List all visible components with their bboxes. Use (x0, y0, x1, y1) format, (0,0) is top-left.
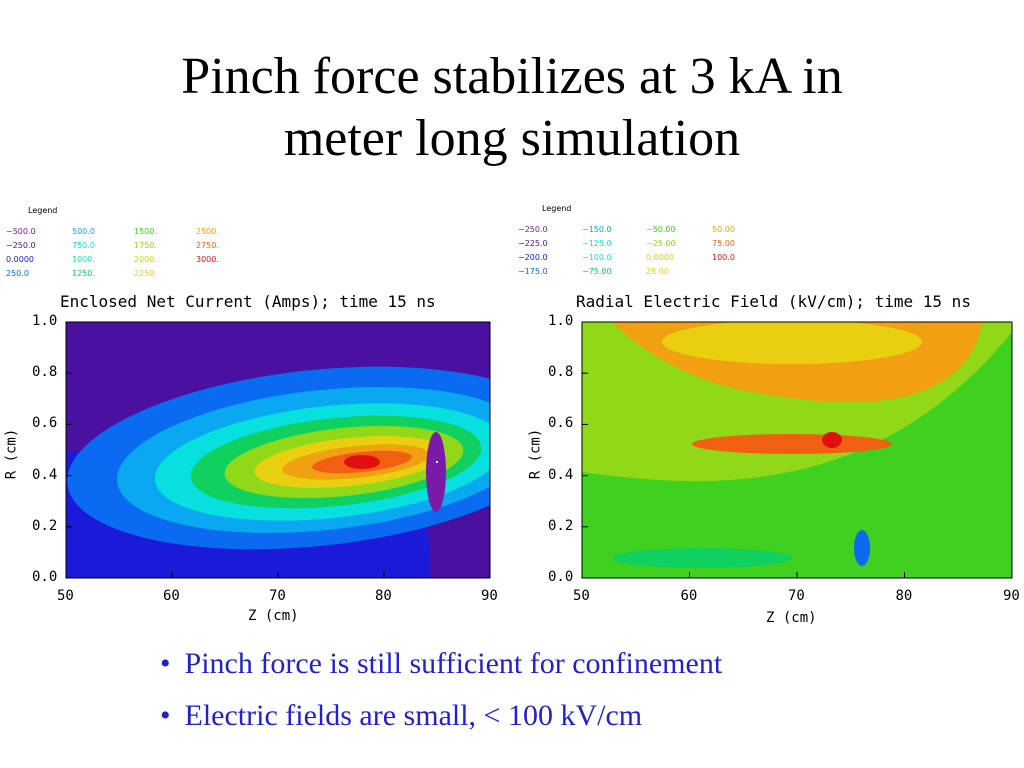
legend-item: 3000. (196, 255, 219, 264)
x-tick-label: 90 (1003, 588, 1020, 604)
legend-item: 1750. (134, 241, 157, 250)
y-tick-label: 0.4 (32, 466, 58, 483)
legend-item: −50.00 (646, 225, 676, 234)
x-tick-label: 80 (895, 588, 913, 604)
contour-level (854, 530, 870, 566)
contour-plot (581, 321, 1013, 579)
legend-item: −200.0 (518, 253, 548, 262)
legend-item: 250.0 (6, 269, 29, 278)
legend-title: Legend (28, 206, 58, 215)
legend-item: 1250. (72, 269, 95, 278)
legend-item: 2750. (196, 241, 219, 250)
y-tick-label: 0.6 (32, 415, 58, 432)
current-contour-panel: Legend −500.0 −250.0 0.0000 250.0 500.0 750.0… (0, 200, 510, 630)
legend-item: 1000. (72, 255, 95, 264)
plot-title: Enclosed Net Current (Amps); time 15 ns (60, 292, 436, 311)
slide-title-line-1: Pinch force stabilizes at 3 kA in (181, 48, 843, 105)
y-tick-label: 0.8 (32, 364, 58, 381)
legend-item: 2000. (134, 255, 157, 264)
legend-item: 25.00 (646, 267, 669, 276)
y-tick-label: 0.0 (32, 569, 58, 585)
legend-item: −175.0 (518, 267, 548, 276)
legend-item: −250.0 (6, 241, 36, 250)
y-tick-label: 0.0 (548, 569, 574, 585)
y-tick-label: 0.4 (548, 466, 574, 483)
contour-field (582, 322, 1012, 578)
contour-level (692, 434, 892, 454)
legend-item: −250.0 (518, 225, 548, 234)
slide-title: Pinch force stabilizes at 3 kA in meter … (0, 46, 1024, 170)
contour-level (612, 548, 792, 568)
bullet-text: Pinch force is still sufficient for conf… (184, 647, 723, 680)
contour-level (436, 461, 438, 463)
contour-level (822, 432, 842, 448)
contour-level (344, 455, 380, 469)
legend-item: 0.0000 (6, 255, 34, 264)
bullet-dot-icon: • (160, 699, 171, 732)
x-tick-label: 60 (680, 588, 698, 604)
y-tick-label: 0.6 (548, 415, 574, 432)
legend-item: 2250. (134, 269, 157, 278)
efield-contour-panel: Legend −250.0 −225.0 −200.0 −175.0 −150.0 −12… (512, 200, 1024, 630)
legend-item: −75.00 (582, 267, 612, 276)
plot-title: Radial Electric Field (kV/cm); time 15 n… (576, 292, 971, 311)
slide-title-line-2: meter long simulation (283, 110, 741, 167)
x-tick-label: 70 (788, 588, 805, 604)
bullet-text: Electric fields are small, < 100 kV/cm (184, 699, 643, 732)
x-tick-label: 90 (481, 588, 498, 604)
y-tick-label: 0.2 (548, 517, 574, 534)
bullet-item: • Electric fields are small, < 100 kV/cm (160, 694, 722, 746)
contour-level (582, 332, 1012, 578)
legend-item: −25.00 (646, 239, 676, 248)
y-tick-label: 0.2 (32, 517, 58, 534)
legend-item: 0.0000 (646, 253, 674, 262)
legend-item: 750.0 (72, 241, 95, 250)
x-tick-label: 50 (573, 588, 590, 604)
legend-item: 50.00 (712, 225, 735, 234)
bullet-item: • Pinch force is still sufficient for con… (160, 642, 722, 694)
contour-level (426, 432, 446, 512)
legend-item: 100.0 (712, 253, 735, 262)
x-axis-label: Z (cm) (766, 610, 817, 626)
y-axis-label: R (cm) (3, 428, 20, 480)
bullet-dot-icon: • (160, 647, 171, 680)
legend-item: −150.0 (582, 225, 612, 234)
legend-title: Legend (542, 204, 572, 213)
x-tick-label: 70 (269, 588, 286, 604)
contour-field (66, 322, 490, 578)
x-axis-label: Z (cm) (248, 608, 299, 624)
x-tick-label: 80 (375, 588, 392, 604)
legend-item: 2500. (196, 227, 219, 236)
y-tick-label: 1.0 (548, 313, 574, 329)
y-tick-label: 1.0 (32, 313, 58, 329)
legend-item: 1500. (134, 227, 157, 236)
legend-item: −100.0 (582, 253, 612, 262)
contour-plot (65, 321, 491, 579)
x-tick-label: 50 (57, 588, 74, 604)
legend-item: 75.00 (712, 239, 735, 248)
contour-level (662, 322, 922, 364)
legend-item: −125.0 (582, 239, 612, 248)
bullet-list: • Pinch force is still sufficient for con… (160, 642, 722, 746)
legend-item: 500.0 (72, 227, 95, 236)
x-tick-label: 60 (163, 588, 180, 604)
y-tick-label: 0.8 (548, 364, 574, 381)
legend-item: −500.0 (6, 227, 36, 236)
y-axis-label: R (cm) (527, 428, 544, 480)
legend-item: −225.0 (518, 239, 548, 248)
